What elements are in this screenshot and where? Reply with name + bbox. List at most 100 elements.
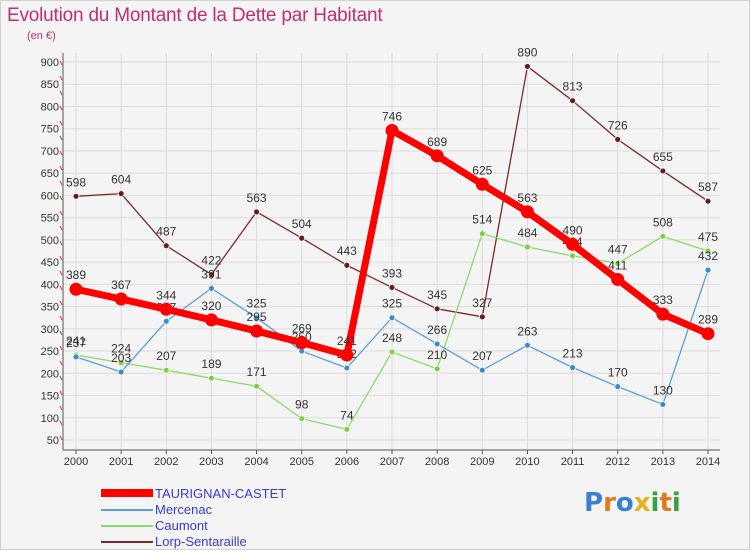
data-point	[385, 123, 399, 137]
data-label: 74	[340, 408, 354, 422]
data-point	[117, 359, 125, 367]
logo-letter: t	[659, 488, 672, 518]
y-axis-dash	[59, 240, 63, 246]
data-label: 210	[427, 348, 447, 362]
legend-item: TAURIGNAN-CASTET	[101, 486, 361, 502]
legend-item: Lorp-Sentaraille	[101, 534, 361, 550]
data-label: 598	[66, 175, 86, 189]
data-label: 333	[653, 293, 673, 307]
data-label: 325	[247, 297, 267, 311]
data-point	[298, 415, 306, 423]
data-label: 689	[427, 135, 447, 149]
data-point	[388, 348, 396, 356]
data-point	[614, 135, 622, 143]
y-axis-dash	[59, 270, 63, 276]
y-axis-dash	[59, 285, 63, 291]
x-tick-label: 2011	[561, 456, 585, 468]
data-point	[295, 336, 309, 350]
data-point	[704, 266, 712, 274]
data-label: 484	[517, 226, 537, 240]
x-tick-label: 2008	[425, 456, 449, 468]
y-axis-dash	[59, 360, 63, 366]
data-point	[569, 364, 576, 371]
data-label: 504	[292, 217, 312, 231]
data-label: 241	[337, 334, 357, 348]
legend-item: Caumont	[101, 518, 361, 534]
data-label: 320	[201, 299, 221, 313]
y-axis-dash	[59, 330, 63, 336]
data-point	[659, 401, 667, 408]
y-tick-label: 400	[41, 279, 59, 291]
data-label: 98	[295, 398, 309, 412]
y-axis-dash	[59, 390, 63, 396]
x-tick-label: 2009	[470, 456, 494, 468]
legend-swatch	[101, 489, 153, 497]
data-label: 655	[653, 150, 673, 164]
data-label: 344	[156, 288, 176, 302]
logo-letter: P	[584, 488, 604, 518]
logo-letter: r	[603, 488, 616, 518]
y-axis-dash	[59, 135, 63, 141]
data-point	[162, 317, 170, 325]
data-point	[704, 247, 712, 255]
data-label: 224	[111, 342, 131, 356]
data-point	[253, 208, 260, 216]
y-tick-label: 50	[47, 435, 59, 447]
data-label: 130	[653, 383, 673, 397]
y-tick-label: 500	[41, 235, 59, 247]
data-label: 475	[698, 230, 718, 244]
data-label: 266	[427, 323, 447, 337]
data-label: 726	[608, 118, 628, 132]
data-point	[388, 284, 396, 291]
y-tick-label: 850	[41, 79, 59, 91]
y-tick-label: 250	[41, 346, 59, 358]
y-axis-dash	[59, 105, 63, 111]
data-label: 411	[608, 258, 627, 272]
data-label: 563	[247, 191, 267, 205]
legend-swatch	[101, 525, 153, 527]
data-point	[430, 149, 444, 163]
y-tick-label: 350	[41, 302, 59, 314]
data-point	[208, 374, 215, 382]
data-point	[614, 260, 622, 267]
data-point	[250, 324, 264, 338]
data-label: 563	[517, 191, 537, 205]
data-label: 508	[653, 215, 673, 229]
y-tick-label: 750	[41, 124, 59, 136]
logo-letter: i	[650, 488, 660, 518]
x-tick-label: 2013	[651, 456, 675, 468]
y-axis-dash	[59, 435, 63, 441]
y-tick-label: 300	[41, 324, 59, 336]
y-tick-label: 650	[41, 168, 59, 180]
data-label: 447	[608, 242, 628, 256]
y-tick-label: 450	[41, 257, 59, 269]
y-axis-dash	[59, 345, 63, 351]
y-axis-dash	[59, 120, 63, 126]
data-point	[566, 237, 580, 251]
data-point	[433, 340, 441, 348]
legend-label: TAURIGNAN-CASTET	[155, 486, 287, 501]
data-point	[208, 284, 215, 292]
y-axis-dash	[59, 75, 63, 81]
data-point	[478, 366, 486, 374]
y-axis-dash	[59, 60, 63, 66]
data-label: 327	[472, 296, 492, 310]
x-tick-label: 2006	[335, 456, 359, 468]
y-tick-label: 100	[41, 413, 59, 425]
data-point	[569, 97, 576, 105]
data-point	[433, 305, 441, 313]
x-tick-label: 2004	[244, 456, 268, 468]
legend-swatch	[101, 541, 153, 543]
data-point	[162, 242, 170, 250]
y-tick-label: 200	[41, 368, 59, 380]
data-point	[656, 307, 670, 321]
y-tick-label: 550	[41, 213, 59, 225]
data-label: 203	[111, 351, 131, 365]
data-point	[659, 167, 667, 175]
data-point	[69, 282, 83, 296]
data-point	[659, 232, 667, 240]
data-label: 263	[517, 324, 537, 338]
proxiti-logo: Proxiti	[584, 488, 681, 518]
data-point	[343, 261, 351, 269]
